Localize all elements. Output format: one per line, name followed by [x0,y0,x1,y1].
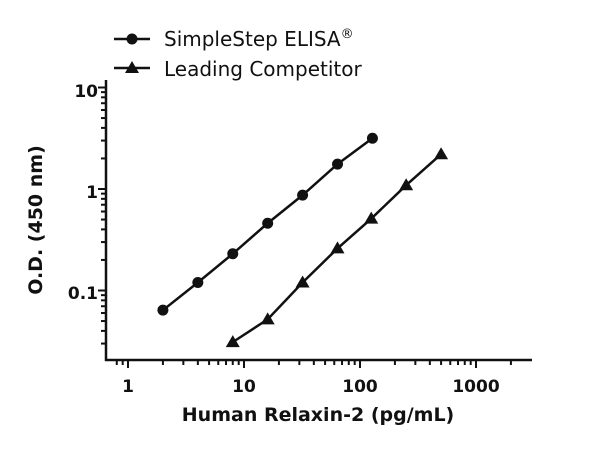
legend-item-simplestep: SimpleStep ELISA® [114,27,354,51]
series-competitor [225,147,449,348]
y-tick-label-0.1: 0.1 [68,284,98,304]
circle-marker-icon [262,217,274,229]
circle-marker-icon [297,189,309,201]
y-tick-label-1: 1 [86,183,98,203]
y-axis-title: O.D. (450 nm) [25,145,47,295]
circle-marker-icon [332,158,344,170]
x-tick-label-1000: 1000 [452,377,499,397]
triangle-marker-icon [330,241,345,254]
circle-marker-icon [126,33,138,45]
triangle-marker-icon [399,178,414,191]
plot-area [157,132,449,348]
circle-marker-icon [157,304,169,316]
triangle-marker-icon [260,312,275,325]
triangle-marker-icon [364,211,379,224]
x-tick-label-100: 100 [342,377,378,397]
x-tick-label-10: 10 [232,377,256,397]
series-simplestep [157,132,378,316]
legend-label-competitor: Leading Competitor [164,57,362,81]
circle-marker-icon [366,132,378,144]
x-axis-title: Human Relaxin-2 (pg/mL) [182,404,454,426]
circle-marker-icon [192,276,204,288]
triangle-marker-icon [295,275,310,288]
legend: SimpleStep ELISA® Leading Competitor [114,27,362,81]
x-tick-label-1: 1 [122,377,134,397]
legend-label-simplestep: SimpleStep ELISA [164,27,341,51]
circle-marker-icon [227,248,239,260]
triangle-marker-icon [434,147,449,160]
svg-text:SimpleStep ELISA®: SimpleStep ELISA® [164,27,354,51]
y-tick-label-10: 10 [74,82,98,102]
triangle-marker-icon [125,61,139,73]
registered-mark: ® [341,27,354,42]
y-axis-ticks [98,86,106,345]
legend-item-competitor: Leading Competitor [114,57,362,81]
x-axis-ticks [115,360,512,368]
triangle-marker-icon [225,335,240,348]
